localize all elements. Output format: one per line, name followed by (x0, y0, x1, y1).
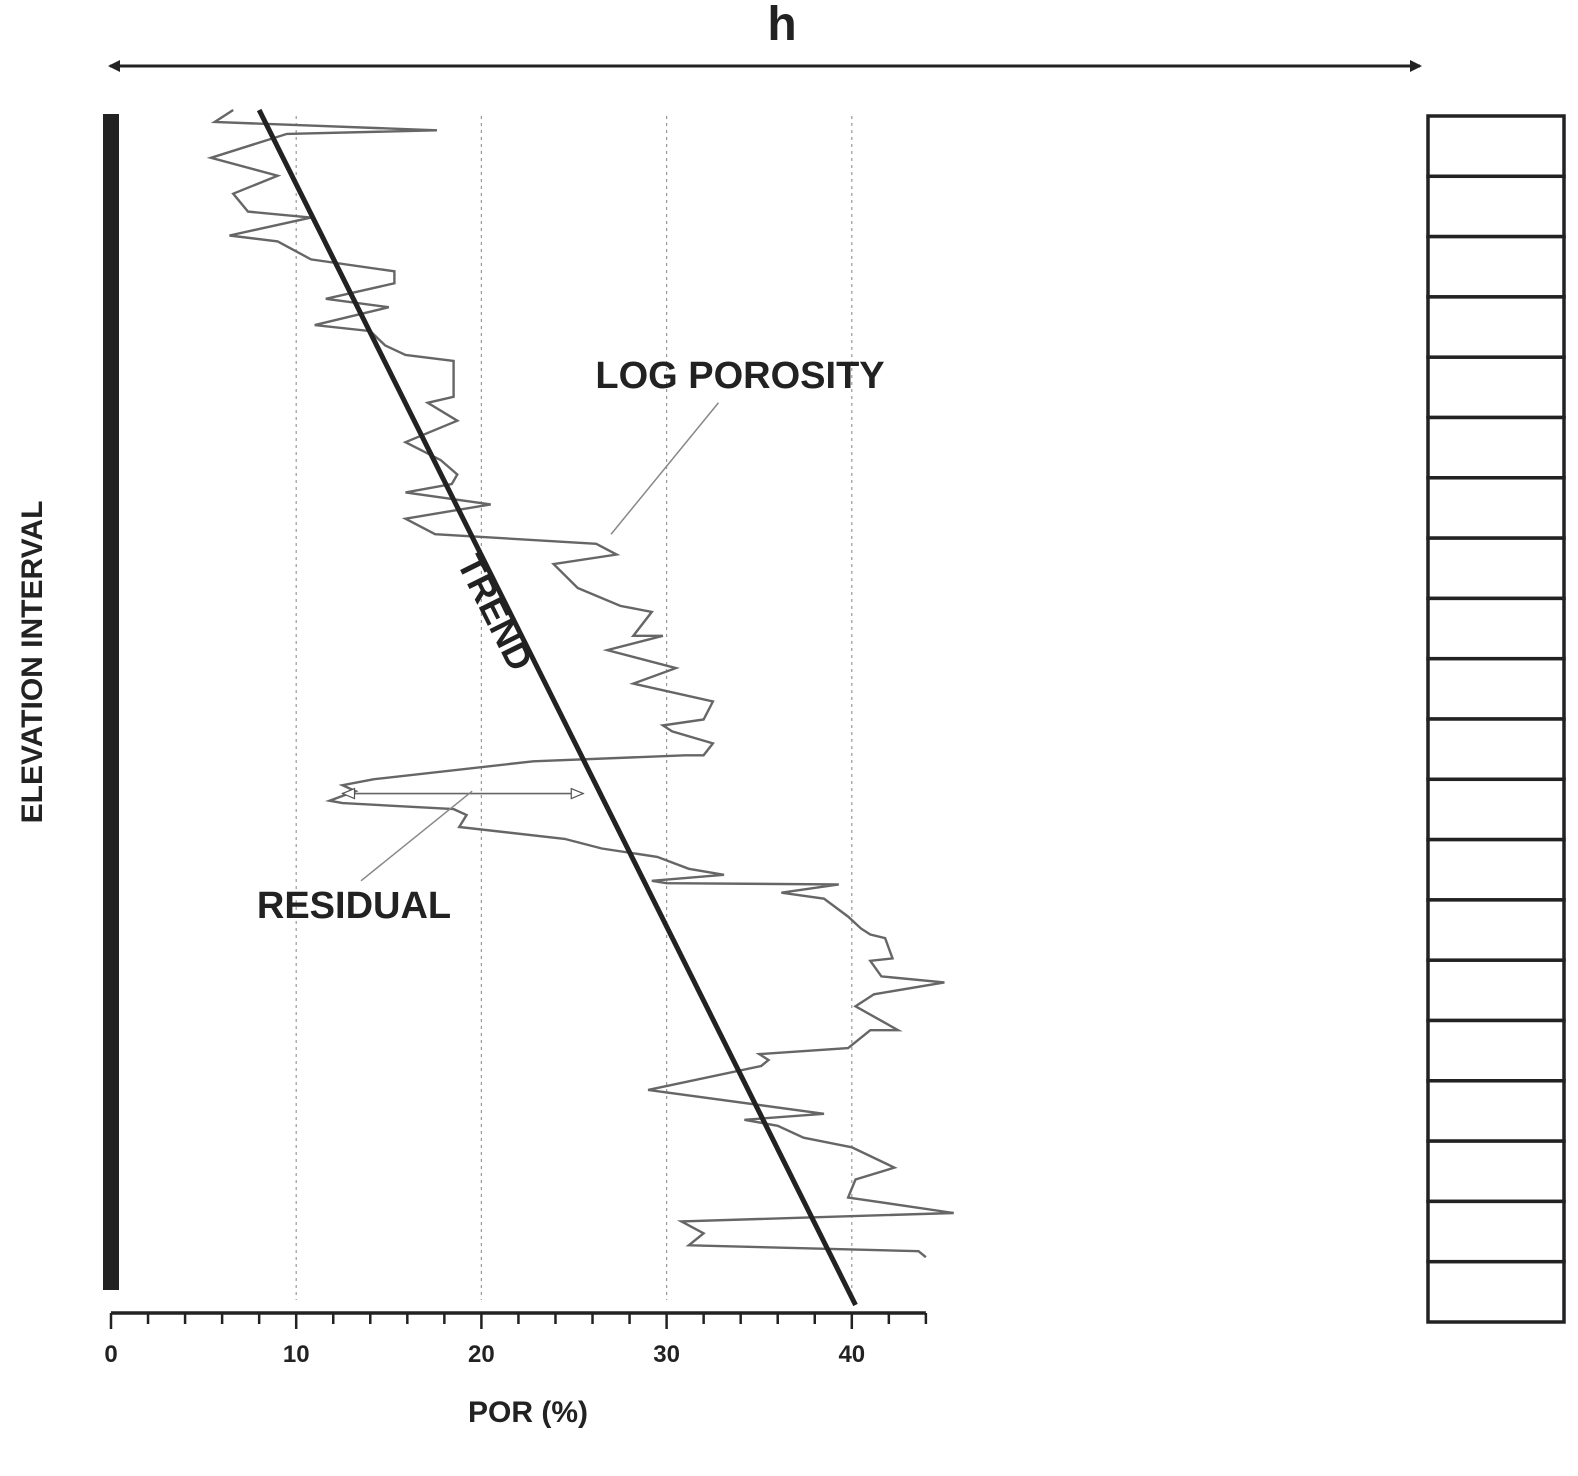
x-axis-label: POR (%) (468, 1396, 588, 1429)
trend-annotation: TREND (449, 548, 541, 677)
log-porosity-line (206, 108, 954, 1259)
elevation-cell (1426, 355, 1566, 420)
elevation-cell (1426, 1139, 1566, 1204)
x-tick-label: 0 (104, 1341, 117, 1368)
elevation-cell (1426, 898, 1566, 962)
x-axis (109, 1311, 928, 1329)
elevation-cell (1426, 1018, 1566, 1083)
series-group (206, 108, 954, 1307)
elevation-cell (1426, 114, 1566, 179)
trend-line (256, 108, 858, 1307)
elevation-cells (1426, 114, 1566, 1324)
elevation-cell (1426, 234, 1566, 299)
log-porosity-annotation: LOG POROSITY (595, 355, 884, 397)
x-tick-labels: 0 10 20 30 40 (104, 1341, 865, 1368)
grid-lines (295, 116, 853, 1300)
elevation-interval-bar (103, 114, 119, 1290)
residual-leader (360, 790, 473, 882)
elevation-cell (1426, 958, 1566, 1023)
residual-annotation: RESIDUAL (257, 885, 451, 927)
elevation-cell (1426, 536, 1566, 601)
elevation-cell (1426, 777, 1566, 842)
elevation-cell (1426, 1079, 1566, 1143)
elevation-cell (1426, 415, 1566, 480)
elevation-cell (1426, 1259, 1566, 1324)
x-tick-label: 40 (838, 1341, 865, 1368)
elevation-cell (1426, 1199, 1566, 1264)
y-axis-label: ELEVATION INTERVAL (16, 501, 49, 824)
elevation-cell (1426, 174, 1566, 239)
x-tick-label: 10 (283, 1341, 310, 1368)
log-porosity-leader (610, 402, 720, 535)
elevation-cell (1426, 596, 1566, 661)
elevation-cell (1426, 837, 1566, 902)
h-label: h (767, 0, 796, 51)
elevation-cell (1426, 476, 1566, 540)
elevation-cell (1426, 717, 1566, 782)
elevation-cell (1426, 656, 1566, 721)
elevation-cell (1426, 295, 1566, 359)
x-tick-label: 30 (653, 1341, 680, 1368)
x-tick-label: 20 (468, 1341, 495, 1368)
